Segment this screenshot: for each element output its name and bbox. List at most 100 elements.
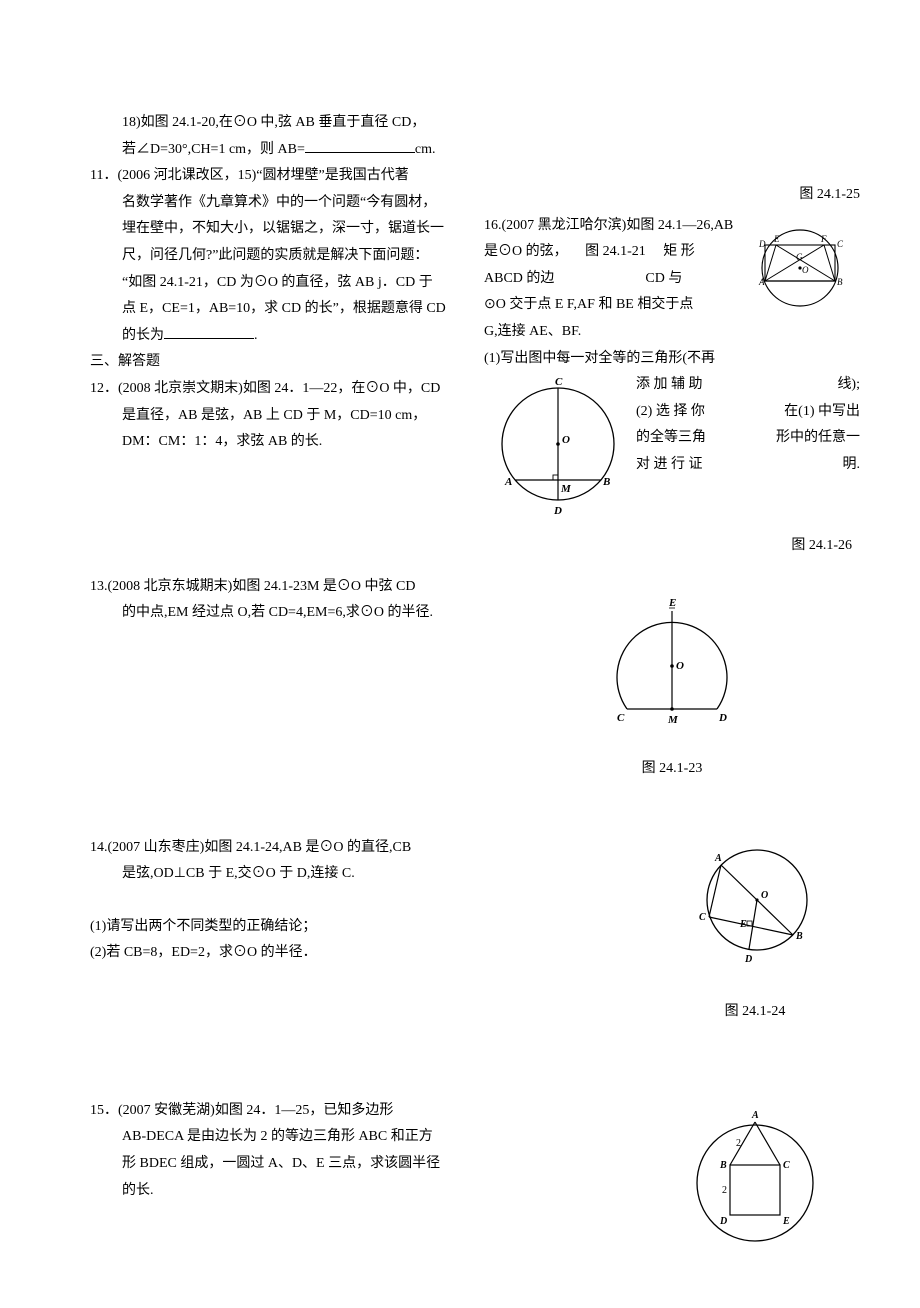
svg-text:C: C <box>555 376 563 388</box>
fig25-block: A B C D E 2 2 <box>650 1098 860 1269</box>
q16-line5: G,连接 AE、BF. <box>484 319 860 346</box>
svg-text:E: E <box>739 919 747 930</box>
fig21-inline-ref: 图 24.1-21 <box>585 244 646 259</box>
q16-row-c: 的全等三角 形中的任意一 <box>636 425 860 452</box>
svg-text:O: O <box>562 434 570 446</box>
q11-text-b: . <box>254 328 258 343</box>
q14-sub2: (2)若 CB=8，ED=2，求⊙O 的半径． <box>90 940 630 967</box>
q14-line1: 14.(2007 山东枣庄)如图 24.1-24,AB 是⊙O 的直径,CB <box>90 835 630 862</box>
q14-text: 14.(2007 山东枣庄)如图 24.1-24,AB 是⊙O 的直径,CB 是… <box>90 835 630 967</box>
fig22-svg: C O A M B D <box>493 372 623 522</box>
fig26-label: 图 24.1-26 <box>484 533 860 560</box>
svg-text:E: E <box>773 234 780 244</box>
q15-text: 15．(2007 安徽芜湖)如图 24．1—25，已知多边形 AB-DECA 是… <box>90 1098 630 1204</box>
q16-s3b: 形中的任意一 <box>776 425 860 452</box>
svg-text:C: C <box>699 912 706 923</box>
q16-l2a: 是⊙O 的弦， <box>484 244 568 259</box>
svg-text:O: O <box>761 890 768 901</box>
svg-text:C: C <box>617 712 625 724</box>
q16-s2a: (2) 选 择 你 <box>636 399 705 426</box>
q13-line2: 的中点,EM 经过点 O,若 CD=4,EM=6,求⊙O 的半径. <box>90 600 460 627</box>
fig23-svg: E O C M D <box>597 591 747 741</box>
svg-text:M: M <box>560 483 572 495</box>
svg-text:D: D <box>758 239 766 249</box>
svg-text:B: B <box>719 1160 727 1171</box>
q11-line3: 埋在壁中，不知大小，以锯锯之，深一寸，锯道长一 <box>90 216 460 243</box>
svg-text:C: C <box>837 239 844 249</box>
q16-s2b: 在(1) 中写出 <box>784 399 860 426</box>
fig26-block: A B C D E F G O <box>740 213 860 319</box>
q15-line4: 的长. <box>90 1178 630 1205</box>
svg-text:B: B <box>602 476 610 488</box>
svg-text:F: F <box>820 234 827 244</box>
q10b-line1: 18)如图 24.1-20,在⊙O 中,弦 AB 垂直于直径 CD， <box>90 110 460 137</box>
q10b-blank <box>305 138 415 153</box>
q13-line1: 13.(2008 北京东城期末)如图 24.1-23M 是⊙O 中弦 CD <box>90 574 460 601</box>
svg-text:A: A <box>714 853 722 864</box>
svg-text:A: A <box>751 1110 759 1121</box>
svg-text:O: O <box>802 265 809 275</box>
svg-text:C: C <box>783 1160 790 1171</box>
svg-text:D: D <box>553 505 562 517</box>
q16-row-d: 对 进 行 证 明. <box>636 452 860 479</box>
q10b-text-a: 若∠D=30°,CH=1 cm，则 AB= <box>122 142 305 157</box>
q16-row-b: (2) 选 择 你 在(1) 中写出 <box>636 399 860 426</box>
q11-line7: 的长为. <box>90 323 460 350</box>
q16-sub1a: (1)写出图中每一对全等的三角形(不再 <box>484 346 860 373</box>
svg-text:A: A <box>758 277 765 287</box>
fig25-label: 图 24.1-25 <box>484 182 860 209</box>
q16-flow-fig22: C O A M B D 添 加 辅 助 线); (2) 选 择 你 在(1) 中… <box>484 372 860 559</box>
fig22-block: C O A M B D <box>488 372 628 533</box>
svg-text:G: G <box>796 252 803 262</box>
q11-line4: 尺，问径几何?”此问题的实质就是解决下面问题： <box>90 243 460 270</box>
q16-s3a: 的全等三角 <box>636 425 706 452</box>
svg-text:2: 2 <box>722 1185 727 1196</box>
q15-line2: AB-DECA 是由边长为 2 的等边三角形 ABC 和正方 <box>90 1124 630 1151</box>
svg-text:O: O <box>676 660 684 672</box>
q16-block: A B C D E F G O 16.(2007 黑龙江哈尔滨)如图 24.1—… <box>484 213 860 373</box>
svg-text:2: 2 <box>736 1138 741 1149</box>
svg-text:B: B <box>837 277 843 287</box>
q11-line6: 点 E，CE=1，AB=10，求 CD 的长”，根据题意得 CD <box>90 296 460 323</box>
q11-text-a: 的长为 <box>122 328 164 343</box>
fig26-svg: A B C D E F G O <box>741 213 859 308</box>
q10b-text-b: cm. <box>415 142 436 157</box>
q12-line2: 是直径，AB 是弦，AB 上 CD 于 M，CD=10 cm， <box>90 403 460 430</box>
section-3-heading: 三、解答题 <box>90 349 460 376</box>
right-column: 图 24.1-25 <box>484 110 860 789</box>
q14-line2: 是弦,OD⊥CB 于 E,交⊙O 于 D,连接 C. <box>90 861 630 888</box>
q11-line1: 11．(2006 河北课改区，15)“圆材埋壁”是我国古代著 <box>90 163 460 190</box>
q12-line1: 12．(2008 北京崇文期末)如图 24．1—22，在⊙O 中，CD <box>90 376 460 403</box>
q16-s4a: 对 进 行 证 <box>636 452 703 479</box>
svg-text:E: E <box>668 597 676 609</box>
q16-l3a: ABCD 的边 <box>484 271 554 286</box>
fig24-block: A O C E B D 图 24.1-24 <box>650 835 860 1026</box>
q12-line3: DM：CM：1：4，求弦 AB 的长. <box>90 429 460 456</box>
q16-s4b: 明. <box>843 452 861 479</box>
q16-s1b: 添 加 辅 助 <box>636 372 703 399</box>
q15-row: 15．(2007 安徽芜湖)如图 24．1—25，已知多边形 AB-DECA 是… <box>90 1098 860 1269</box>
q16-l3b: CD 与 <box>645 271 682 286</box>
q10b-line2: 若∠D=30°,CH=1 cm，则 AB= cm. <box>90 137 460 164</box>
fig25-svg: A B C D E 2 2 <box>680 1098 830 1258</box>
svg-text:D: D <box>719 1216 727 1227</box>
svg-text:B: B <box>795 931 803 942</box>
svg-text:D: D <box>744 954 752 965</box>
page: 18)如图 24.1-20,在⊙O 中,弦 AB 垂直于直径 CD， 若∠D=3… <box>0 0 920 1308</box>
left-column: 18)如图 24.1-20,在⊙O 中,弦 AB 垂直于直径 CD， 若∠D=3… <box>90 110 460 789</box>
fig24-label: 图 24.1-24 <box>650 999 860 1026</box>
q15-line3: 形 BDEC 组成，一圆过 A、D、E 三点，求该圆半径 <box>90 1151 630 1178</box>
svg-text:A: A <box>504 476 512 488</box>
q11-blank <box>164 324 254 339</box>
q11-line2: 名数学著作《九章算术》中的一个问题“今有圆材， <box>90 190 460 217</box>
svg-text:E: E <box>782 1216 790 1227</box>
q15-line1: 15．(2007 安徽芜湖)如图 24．1—25，已知多边形 <box>90 1098 630 1125</box>
q16-row-a: 添 加 辅 助 线); <box>636 372 860 399</box>
svg-text:D: D <box>718 712 727 724</box>
svg-text:M: M <box>667 714 679 726</box>
q14-row: 14.(2007 山东枣庄)如图 24.1-24,AB 是⊙O 的直径,CB 是… <box>90 835 860 1026</box>
q14-sub1: (1)请写出两个不同类型的正确结论； <box>90 914 630 941</box>
two-column-layout: 18)如图 24.1-20,在⊙O 中,弦 AB 垂直于直径 CD， 若∠D=3… <box>90 110 860 789</box>
fig24-svg: A O C E B D <box>685 835 825 975</box>
q16-l2b: 矩 形 <box>663 244 695 259</box>
